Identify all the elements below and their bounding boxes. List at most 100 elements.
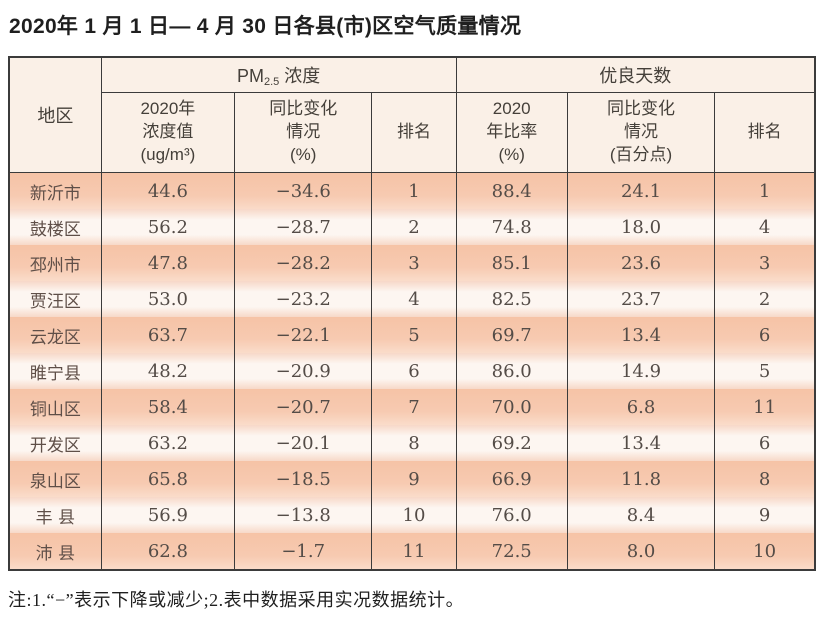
table-header: 地区 PM2.5 浓度 优良天数 2020年 浓度值 (ug/m³) 同比变化 … bbox=[8, 57, 816, 173]
table-row: 泉山区 65.8 −18.5 9 66.9 11.8 8 bbox=[8, 461, 816, 497]
region-cell: 沛 县 bbox=[8, 533, 102, 570]
col-header-ratio: 2020 年比率 (%) bbox=[455, 92, 568, 173]
pm25-value-cell: 62.8 bbox=[100, 533, 236, 570]
good-days-ratio-cell: 72.5 bbox=[455, 533, 568, 570]
pm25-rank-cell: 8 bbox=[371, 425, 457, 461]
table-row: 沛 县 62.8 −1.7 11 72.5 8.0 10 bbox=[8, 533, 816, 570]
good-days-ratio-cell: 88.4 bbox=[455, 172, 568, 209]
pm25-change-cell: −34.6 bbox=[234, 172, 373, 209]
good-days-rank-cell: 1 bbox=[714, 172, 816, 209]
col-header-concentration: 2020年 浓度值 (ug/m³) bbox=[100, 92, 236, 173]
good-days-ratio-cell: 74.8 bbox=[455, 209, 568, 245]
col-header-pm-change: 同比变化 情况 (%) bbox=[234, 92, 373, 173]
pm25-label-prefix: PM bbox=[236, 66, 264, 86]
good-days-rank-cell: 4 bbox=[714, 209, 816, 245]
pm25-change-cell: −22.1 bbox=[234, 317, 373, 353]
good-days-rank-cell: 5 bbox=[714, 353, 816, 389]
region-cell: 贾汪区 bbox=[8, 281, 102, 317]
pm25-rank-cell: 4 bbox=[371, 281, 457, 317]
pm25-rank-cell: 9 bbox=[371, 461, 457, 497]
pm25-rank-cell: 5 bbox=[371, 317, 457, 353]
pm25-change-cell: −20.7 bbox=[234, 389, 373, 425]
pm25-change-cell: −20.9 bbox=[234, 353, 373, 389]
good-days-rank-cell: 11 bbox=[714, 389, 816, 425]
good-days-rank-cell: 9 bbox=[714, 497, 816, 533]
table-row: 新沂市 44.6 −34.6 1 88.4 24.1 1 bbox=[8, 172, 816, 209]
col-group-pm25: PM2.5 浓度 bbox=[100, 57, 457, 93]
good-days-change-cell: 8.0 bbox=[566, 533, 716, 570]
header-group-row: 地区 PM2.5 浓度 优良天数 bbox=[8, 57, 816, 173]
pm25-change-cell: −20.1 bbox=[234, 425, 373, 461]
good-days-change-cell: 23.6 bbox=[566, 245, 716, 281]
good-days-ratio-cell: 85.1 bbox=[455, 245, 568, 281]
pm25-change-cell: −23.2 bbox=[234, 281, 373, 317]
pm25-rank-cell: 6 bbox=[371, 353, 457, 389]
good-days-change-cell: 8.4 bbox=[566, 497, 716, 533]
pm25-value-cell: 48.2 bbox=[100, 353, 236, 389]
good-days-ratio-cell: 86.0 bbox=[455, 353, 568, 389]
pm25-rank-cell: 3 bbox=[371, 245, 457, 281]
pm25-change-cell: −28.7 bbox=[234, 209, 373, 245]
air-quality-table: 地区 PM2.5 浓度 优良天数 2020年 浓度值 (ug/m³) 同比变化 … bbox=[8, 56, 816, 571]
region-cell: 邳州市 bbox=[8, 245, 102, 281]
pm25-rank-cell: 7 bbox=[371, 389, 457, 425]
pm25-value-cell: 58.4 bbox=[100, 389, 236, 425]
col-group-good-days: 优良天数 bbox=[455, 57, 816, 93]
pm25-value-cell: 47.8 bbox=[100, 245, 236, 281]
pm25-value-cell: 56.9 bbox=[100, 497, 236, 533]
good-days-rank-cell: 6 bbox=[714, 425, 816, 461]
table-row: 丰 县 56.9 −13.8 10 76.0 8.4 9 bbox=[8, 497, 816, 533]
region-cell: 睢宁县 bbox=[8, 353, 102, 389]
pm25-rank-cell: 1 bbox=[371, 172, 457, 209]
good-days-change-cell: 6.8 bbox=[566, 389, 716, 425]
pm25-change-cell: −18.5 bbox=[234, 461, 373, 497]
pm25-rank-cell: 2 bbox=[371, 209, 457, 245]
pm25-value-cell: 63.7 bbox=[100, 317, 236, 353]
good-days-ratio-cell: 66.9 bbox=[455, 461, 568, 497]
pm25-value-cell: 63.2 bbox=[100, 425, 236, 461]
pm25-value-cell: 44.6 bbox=[100, 172, 236, 209]
region-cell: 新沂市 bbox=[8, 172, 102, 209]
col-header-days-change: 同比变化 情况 (百分点) bbox=[566, 92, 716, 173]
pm25-value-cell: 53.0 bbox=[100, 281, 236, 317]
good-days-ratio-cell: 82.5 bbox=[455, 281, 568, 317]
table-row: 开发区 63.2 −20.1 8 69.2 13.4 6 bbox=[8, 425, 816, 461]
table-row: 云龙区 63.7 −22.1 5 69.7 13.4 6 bbox=[8, 317, 816, 353]
col-header-region: 地区 bbox=[8, 57, 102, 173]
region-cell: 云龙区 bbox=[8, 317, 102, 353]
good-days-rank-cell: 6 bbox=[714, 317, 816, 353]
pm25-rank-cell: 11 bbox=[371, 533, 457, 570]
good-days-change-cell: 24.1 bbox=[566, 172, 716, 209]
pm25-value-cell: 56.2 bbox=[100, 209, 236, 245]
header-sub-row: 2020年 浓度值 (ug/m³) 同比变化 情况 (%) 排名 2020 年比… bbox=[9, 92, 816, 173]
region-cell: 铜山区 bbox=[8, 389, 102, 425]
good-days-change-cell: 11.8 bbox=[566, 461, 716, 497]
footnote: 注:1.“−”表示下降或减少;2.表中数据采用实况数据统计。 bbox=[8, 590, 465, 610]
good-days-change-cell: 18.0 bbox=[566, 209, 716, 245]
good-days-rank-cell: 10 bbox=[714, 533, 816, 570]
pm25-rank-cell: 10 bbox=[371, 497, 457, 533]
good-days-change-cell: 13.4 bbox=[566, 317, 716, 353]
pm25-change-cell: −28.2 bbox=[234, 245, 373, 281]
pm25-label-subscript: 2.5 bbox=[263, 76, 280, 88]
good-days-ratio-cell: 69.2 bbox=[455, 425, 568, 461]
col-header-pm-rank: 排名 bbox=[371, 92, 457, 173]
table-row: 睢宁县 48.2 −20.9 6 86.0 14.9 5 bbox=[8, 353, 816, 389]
table-row: 邳州市 47.8 −28.2 3 85.1 23.6 3 bbox=[8, 245, 816, 281]
region-cell: 开发区 bbox=[8, 425, 102, 461]
region-cell: 鼓楼区 bbox=[8, 209, 102, 245]
good-days-change-cell: 13.4 bbox=[566, 425, 716, 461]
pm25-change-cell: −1.7 bbox=[234, 533, 373, 570]
good-days-change-cell: 14.9 bbox=[566, 353, 716, 389]
table-row: 贾汪区 53.0 −23.2 4 82.5 23.7 2 bbox=[8, 281, 816, 317]
col-header-days-rank: 排名 bbox=[714, 92, 816, 173]
good-days-rank-cell: 3 bbox=[714, 245, 816, 281]
good-days-ratio-cell: 76.0 bbox=[455, 497, 568, 533]
table-row: 鼓楼区 56.2 −28.7 2 74.8 18.0 4 bbox=[8, 209, 816, 245]
region-cell: 泉山区 bbox=[8, 461, 102, 497]
good-days-ratio-cell: 70.0 bbox=[455, 389, 568, 425]
page-title: 2020年 1 月 1 日— 4 月 30 日各县(市)区空气质量情况 bbox=[9, 15, 522, 38]
good-days-ratio-cell: 69.7 bbox=[455, 317, 568, 353]
pm25-label-suffix: 浓度 bbox=[279, 66, 321, 86]
